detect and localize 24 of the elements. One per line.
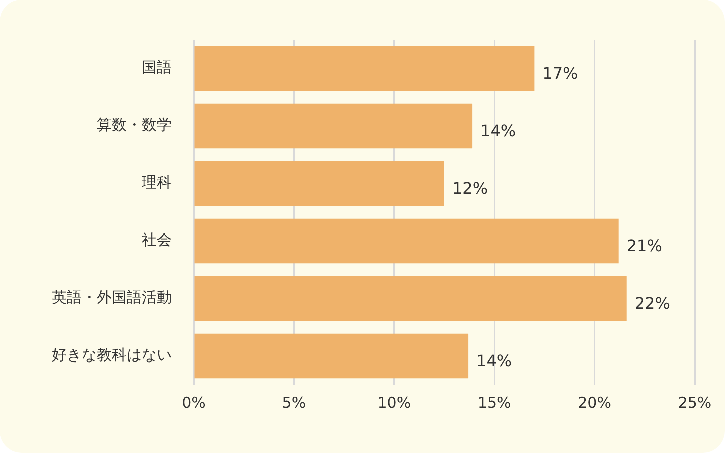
x-tick-label: 20%: [578, 394, 612, 412]
bar: [194, 104, 473, 149]
x-tick-label: 15%: [478, 394, 512, 412]
data-label: 14%: [480, 121, 516, 140]
x-tick-label: 5%: [282, 394, 306, 412]
y-tick-label: 算数・数学: [97, 116, 172, 134]
bar: [194, 161, 444, 206]
x-tick-label: 0%: [182, 394, 206, 412]
y-tick-label: 国語: [142, 58, 172, 77]
y-tick-label: 好きな教科はない: [52, 346, 172, 364]
y-tick-label: 理科: [142, 174, 172, 192]
y-tick-label: 社会: [142, 231, 172, 250]
x-tick-label: 25%: [678, 394, 712, 412]
bar: [194, 276, 627, 322]
data-label: 21%: [626, 236, 662, 256]
bar: [194, 218, 619, 264]
y-tick-label: 英語・外国語活動: [52, 288, 172, 307]
data-label: 17%: [542, 64, 578, 83]
data-label: 12%: [452, 178, 488, 198]
data-label: 22%: [634, 294, 670, 313]
bar: [194, 334, 469, 379]
bar: [194, 46, 535, 92]
x-tick-label: 10%: [378, 394, 412, 412]
data-label: 14%: [476, 351, 512, 370]
